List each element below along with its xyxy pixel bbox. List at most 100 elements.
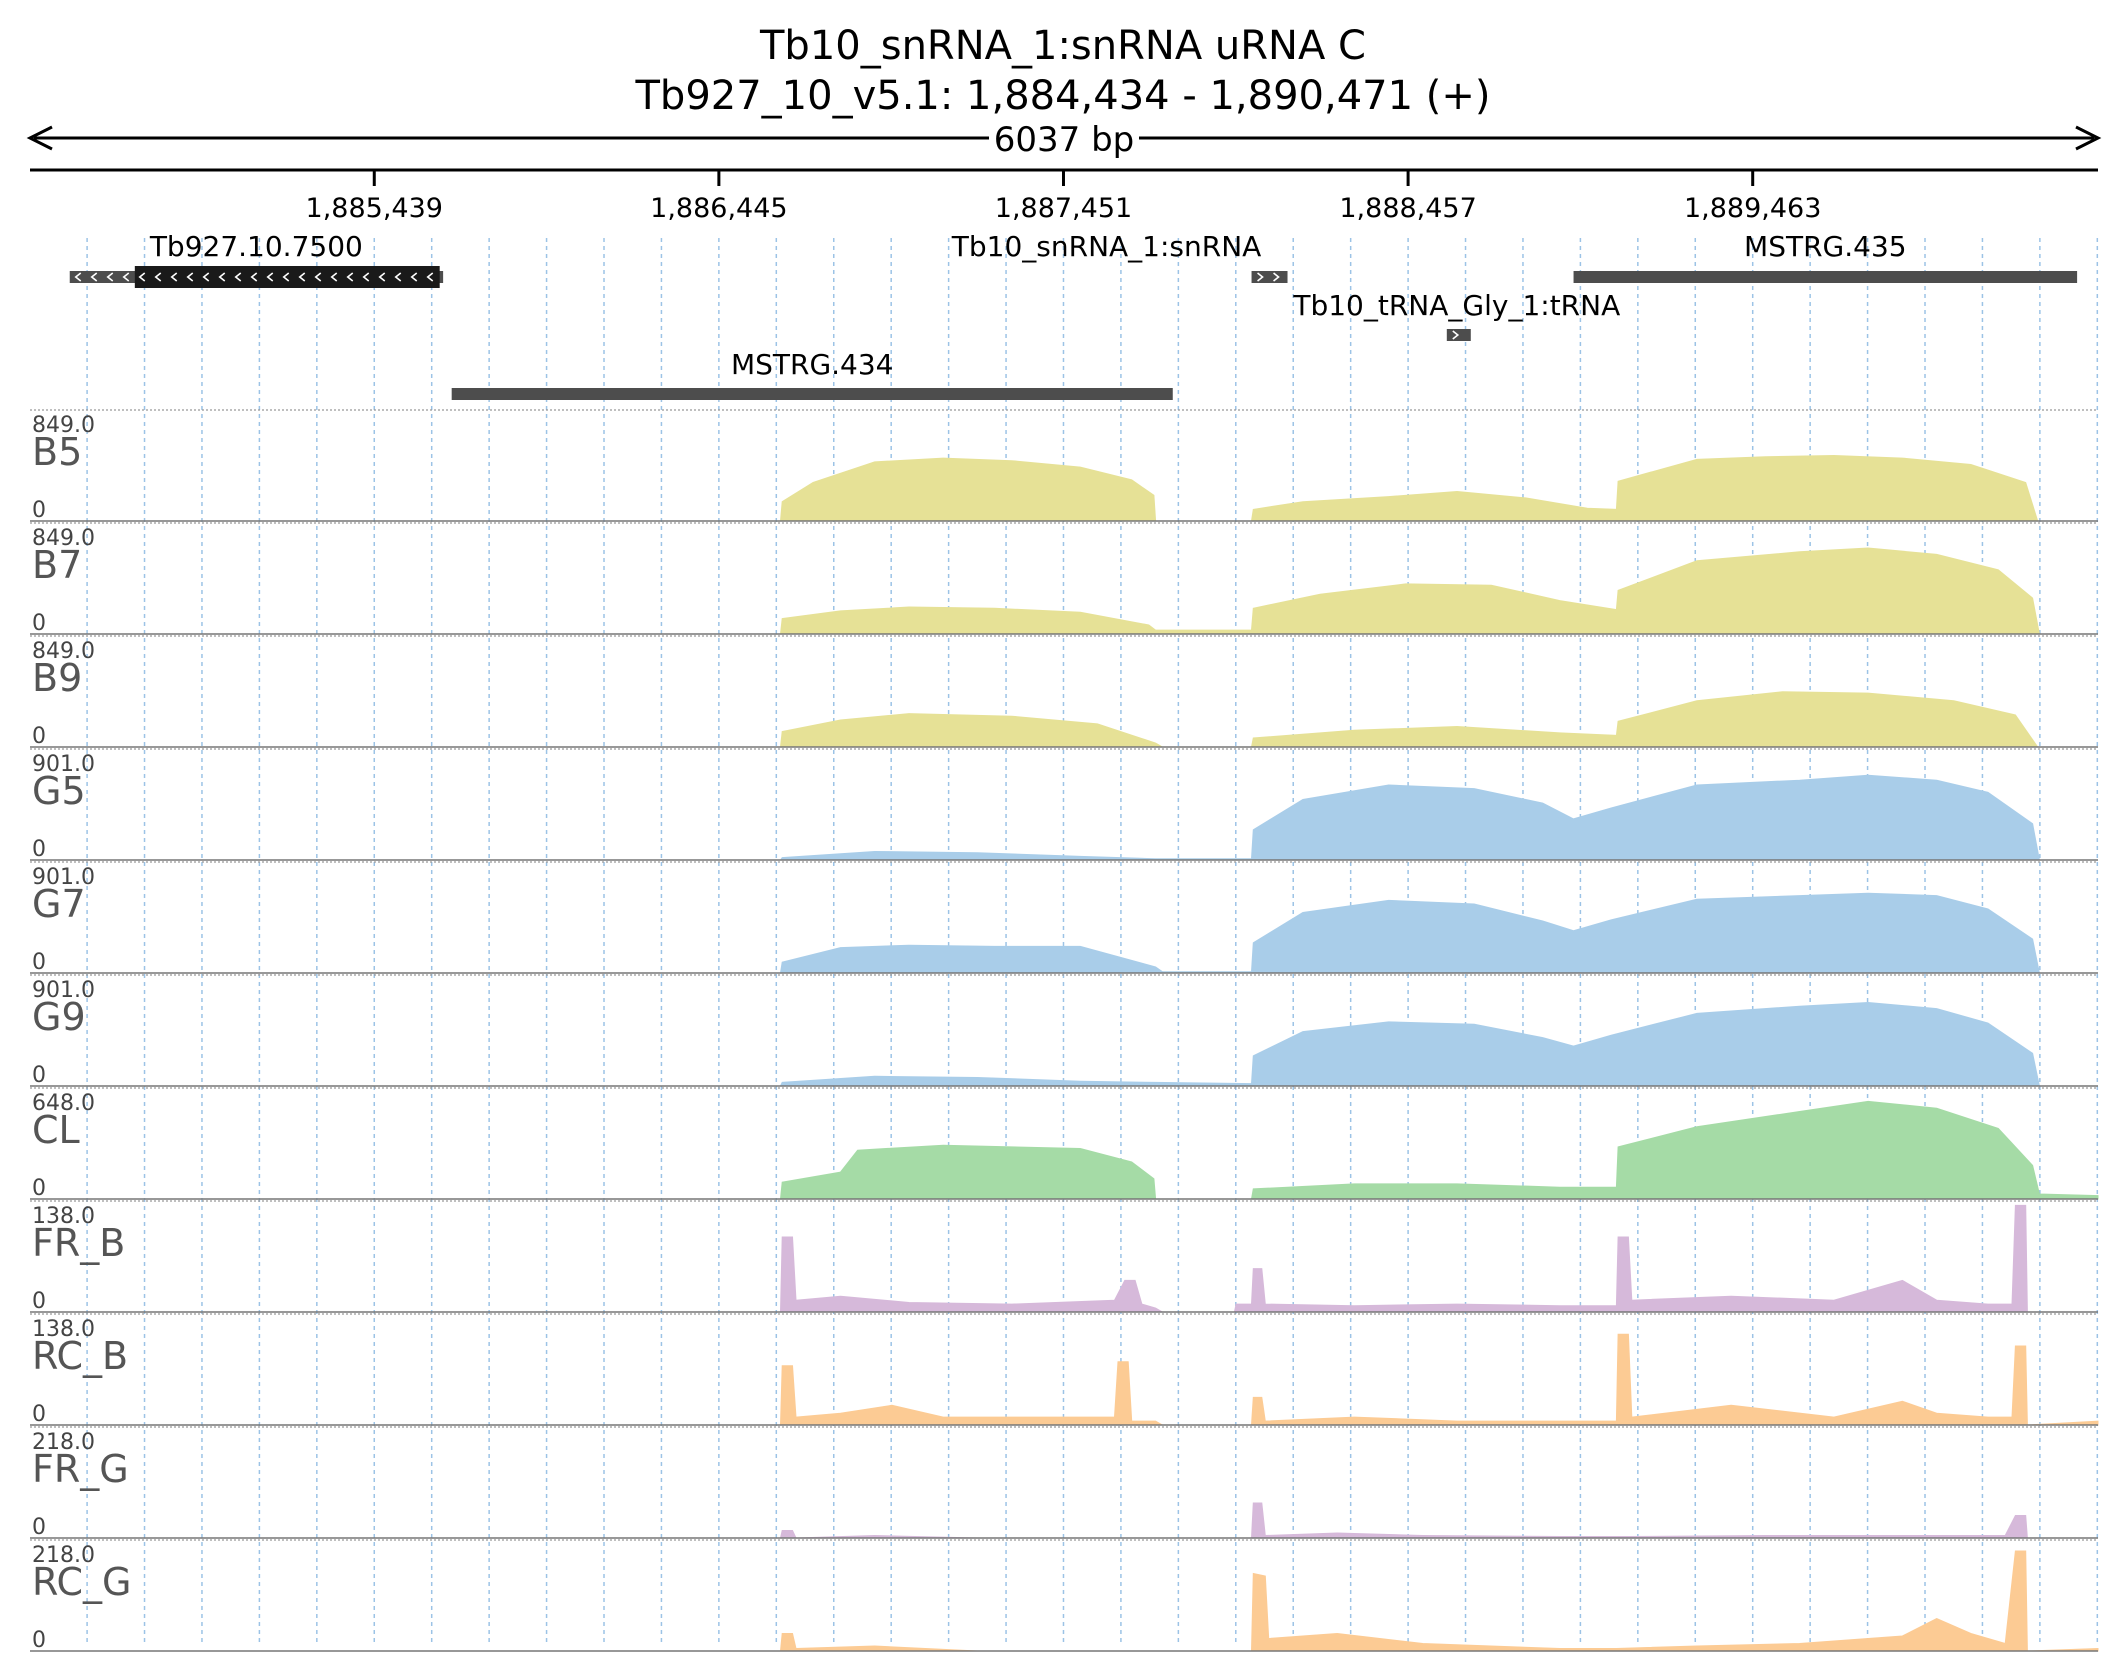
strand-chevron-icon <box>298 272 306 282</box>
feature-label: MSTRG.434 <box>731 348 894 381</box>
track-min-label: 0 <box>32 1289 46 1314</box>
span-arrow-right-icon <box>2075 125 2102 151</box>
track-b5: 849.0B5 0 <box>30 409 2098 523</box>
track-b7: 849.0B7 0 <box>30 522 2098 636</box>
figure-title: Tb10_snRNA_1:snRNA uRNA C <box>760 23 1366 69</box>
coverage-area <box>30 1100 2099 1200</box>
track-cl: 648.0CL 0 <box>30 1087 2099 1201</box>
feature-label: Tb927.10.7500 <box>149 230 363 263</box>
track-min-label: 0 <box>32 498 46 523</box>
coverage-area <box>30 691 2098 748</box>
track-g5: 901.0G5 0 <box>30 748 2098 862</box>
track-rc-b: 138.0RC_B 0 <box>30 1313 2099 1427</box>
track-min-label: 0 <box>32 611 46 636</box>
track-max-label: 901.0 <box>32 865 95 890</box>
track-max-label: 849.0 <box>32 526 95 551</box>
strand-chevron-icon <box>74 272 82 282</box>
locus-label: Tb927_10_v5.1: 1,884,434 - 1,890,471 (+) <box>635 73 1491 119</box>
track-name-label: B5 <box>32 430 82 474</box>
track-min-label: 0 <box>32 950 46 975</box>
ruler-tick-label: 1,886,445 <box>650 193 787 224</box>
strand-chevron-icon <box>234 272 242 282</box>
strand-chevron-icon <box>346 272 354 282</box>
strand-chevron-icon <box>218 272 226 282</box>
strand-chevron-icon <box>282 272 290 282</box>
strand-chevron-icon <box>330 272 338 282</box>
feature-mstrg-435: MSTRG.435 <box>1573 230 2078 283</box>
strand-chevron-icon <box>90 272 98 282</box>
strand-chevron-icon <box>1257 272 1264 282</box>
strand-chevron-icon <box>378 272 386 282</box>
track-name-label: CL <box>32 1108 80 1152</box>
feature-tb10-trna-gly-1-trna: Tb10_tRNA_Gly_1:tRNA <box>1292 289 1620 341</box>
track-name-label: G7 <box>32 882 86 926</box>
track-max-label: 218.0 <box>32 1543 95 1568</box>
track-name-label: FR_B <box>32 1221 125 1265</box>
coverage-area <box>30 1502 2098 1539</box>
feature-thick-bar <box>134 266 440 288</box>
strand-chevron-icon <box>314 272 322 282</box>
track-max-label: 218.0 <box>32 1430 95 1455</box>
track-name-label: B7 <box>32 543 82 587</box>
track-max-label: 138.0 <box>32 1204 95 1229</box>
coverage-area <box>30 454 2098 522</box>
strand-chevron-icon <box>266 272 274 282</box>
track-name-label: B9 <box>32 656 82 700</box>
strand-chevron-icon <box>362 272 370 282</box>
track-min-label: 0 <box>32 1402 46 1427</box>
strand-chevron-icon <box>202 272 210 282</box>
ruler-tick-label: 1,885,439 <box>306 193 443 224</box>
track-fr-b: 138.0FR_B 0 <box>30 1200 2098 1314</box>
ruler-tick-label: 1,888,457 <box>1339 193 1476 224</box>
track-name-label: FR_G <box>32 1447 129 1491</box>
track-max-label: 901.0 <box>32 978 95 1003</box>
strand-chevron-icon <box>154 272 162 282</box>
feature-label: Tb10_snRNA_1:snRNA <box>951 230 1262 263</box>
track-max-label: 138.0 <box>32 1317 95 1342</box>
feature-label: MSTRG.435 <box>1744 230 1907 263</box>
span-arrow-left-icon <box>26 125 53 151</box>
track-max-label: 901.0 <box>32 752 95 777</box>
coverage-area <box>30 547 2098 635</box>
feature-tb10-snrna-1-snrna: Tb10_snRNA_1:snRNA <box>951 230 1288 283</box>
track-min-label: 0 <box>32 724 46 749</box>
coverage-area <box>30 1550 2099 1652</box>
track-rc-g: 218.0RC_G 0 <box>30 1539 2099 1653</box>
coverage-area <box>30 1333 2099 1426</box>
strand-chevron-icon <box>1452 330 1460 340</box>
track-max-label: 849.0 <box>32 413 95 438</box>
track-name-label: RC_G <box>32 1560 132 1604</box>
feature-label: Tb10_tRNA_Gly_1:tRNA <box>1292 289 1620 322</box>
ruler-tick-label: 1,887,451 <box>995 193 1132 224</box>
strand-chevron-icon <box>106 272 114 282</box>
coverage-area <box>30 892 2098 974</box>
coverage-area <box>30 1204 2098 1313</box>
track-max-label: 648.0 <box>32 1091 95 1116</box>
track-name-label: RC_B <box>32 1334 128 1378</box>
track-g7: 901.0G7 0 <box>30 861 2098 975</box>
coverage-area <box>30 1001 2098 1087</box>
coverage-area <box>30 774 2098 861</box>
track-min-label: 0 <box>32 1176 46 1201</box>
strand-chevron-icon <box>122 272 130 282</box>
strand-chevron-icon <box>426 272 434 282</box>
strand-chevron-icon <box>1273 272 1280 282</box>
track-fr-g: 218.0FR_G 0 <box>30 1426 2098 1540</box>
track-min-label: 0 <box>32 1063 46 1088</box>
track-g9: 901.0G9 0 <box>30 974 2098 1088</box>
span-label: 6037 bp <box>994 120 1135 160</box>
span-label-background <box>989 118 1139 158</box>
strand-chevron-icon <box>250 272 258 282</box>
strand-chevron-icon <box>410 272 418 282</box>
track-name-label: G5 <box>32 769 86 813</box>
ruler-tick-label: 1,889,463 <box>1684 193 1821 224</box>
feature-bar <box>451 388 1173 400</box>
strand-chevron-icon <box>170 272 178 282</box>
feature-bar <box>1573 271 2078 283</box>
strand-chevron-icon <box>394 272 402 282</box>
track-min-label: 0 <box>32 1628 46 1653</box>
strand-chevron-icon <box>138 272 146 282</box>
strand-chevron-icon <box>186 272 194 282</box>
